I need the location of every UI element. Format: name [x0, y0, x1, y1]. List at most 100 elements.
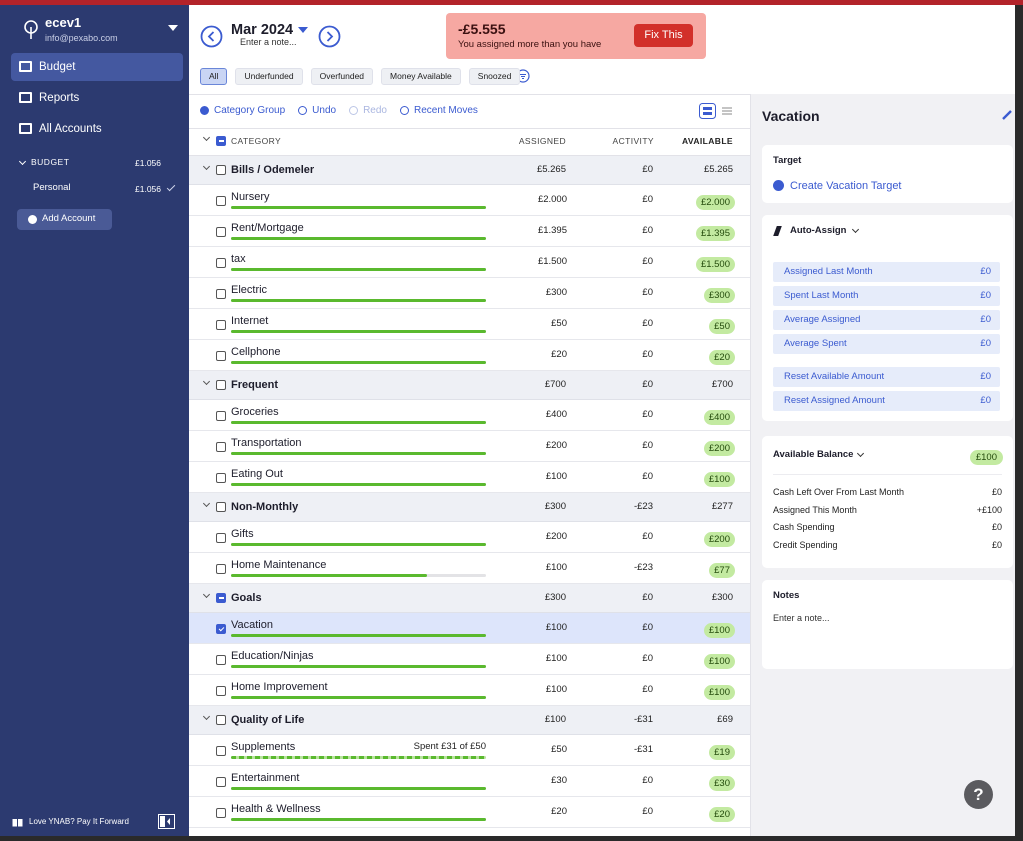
checkbox[interactable]: [216, 502, 226, 512]
available-amount[interactable]: £200: [703, 441, 735, 456]
available-amount[interactable]: £100: [703, 472, 735, 487]
available-amount[interactable]: £100: [703, 623, 735, 638]
available-pill[interactable]: £77: [535, 560, 735, 578]
group-row[interactable]: [189, 706, 750, 735]
month-label[interactable]: Mar 2024: [231, 22, 294, 38]
nav-item[interactable]: All Accounts: [39, 123, 102, 135]
option-label[interactable]: Assigned Last Month: [784, 266, 873, 277]
category-row[interactable]: [189, 462, 750, 493]
category-row[interactable]: [189, 216, 750, 247]
nav-item[interactable]: Reports: [39, 92, 80, 104]
option-label[interactable]: Spent Last Month: [784, 290, 859, 301]
checkbox[interactable]: [216, 196, 226, 206]
category-row[interactable]: [189, 340, 750, 371]
checkbox[interactable]: [216, 777, 226, 787]
available-amount[interactable]: £1.395: [695, 226, 735, 241]
available-pill[interactable]: £100: [535, 620, 735, 638]
category-row[interactable]: [189, 644, 750, 675]
available-amount[interactable]: £200: [703, 532, 735, 547]
toolbar-label[interactable]: Recent Moves: [413, 104, 478, 116]
auto-assign-option[interactable]: [773, 262, 1000, 282]
toolbar-item[interactable]: Redo: [349, 105, 387, 116]
available-pill[interactable]: £1.500: [535, 254, 735, 272]
available-amount[interactable]: £1.500: [695, 257, 735, 272]
category-row[interactable]: [189, 797, 750, 828]
category-assigned[interactable]: £100: [545, 622, 567, 633]
category-assigned[interactable]: £300: [545, 287, 567, 298]
category-row[interactable]: [189, 400, 750, 431]
available-pill[interactable]: £200: [535, 529, 735, 547]
available-pill[interactable]: £100: [535, 651, 735, 669]
available-pill[interactable]: £19: [535, 742, 735, 760]
option-label[interactable]: Reset Available Amount: [784, 371, 885, 382]
footer-link[interactable]: Love YNAB? Pay It Forward: [29, 817, 129, 826]
checkbox[interactable]: [216, 320, 226, 330]
category-assigned[interactable]: £20: [551, 349, 567, 360]
available-pill[interactable]: £20: [535, 347, 735, 365]
available-pill[interactable]: £50: [535, 316, 735, 334]
available-amount[interactable]: £100: [703, 685, 735, 700]
checkbox[interactable]: [216, 165, 226, 175]
category-row[interactable]: [189, 766, 750, 797]
category-assigned[interactable]: £400: [545, 409, 567, 420]
checkbox[interactable]: [216, 624, 226, 634]
checkbox[interactable]: [216, 564, 226, 574]
group-row[interactable]: [189, 156, 750, 185]
category-assigned[interactable]: £100: [545, 653, 567, 664]
filter-pill[interactable]: Money Available: [381, 68, 461, 85]
category-assigned[interactable]: £1.395: [537, 225, 567, 236]
category-row[interactable]: [189, 675, 750, 706]
checkbox[interactable]: [216, 686, 226, 696]
toolbar-label[interactable]: Undo: [312, 104, 337, 116]
checkbox[interactable]: [216, 808, 226, 818]
view-toggle-icon[interactable]: [699, 103, 735, 119]
available-amount[interactable]: £20: [709, 350, 735, 365]
category-assigned[interactable]: £100: [545, 471, 567, 482]
available-pill[interactable]: £1.395: [535, 223, 735, 241]
auto-assign-label[interactable]: Auto-Assign: [790, 225, 847, 236]
available-pill[interactable]: £400: [535, 407, 735, 425]
checkbox[interactable]: [216, 473, 226, 483]
collapse-sidebar-icon[interactable]: [158, 814, 175, 829]
category-assigned[interactable]: £20: [551, 806, 567, 817]
available-amount[interactable]: £19: [709, 745, 735, 760]
category-assigned[interactable]: £100: [545, 562, 567, 573]
auto-assign-option[interactable]: [773, 391, 1000, 411]
category-row[interactable]: [189, 522, 750, 553]
filter-pill[interactable]: Overfunded: [310, 68, 374, 85]
checkbox[interactable]: [216, 351, 226, 361]
category-row[interactable]: [189, 735, 750, 766]
toolbar-label[interactable]: Category Group: [214, 104, 286, 116]
category-assigned[interactable]: £200: [545, 440, 567, 451]
help-button[interactable]: ?: [964, 780, 993, 809]
target-action[interactable]: Create Vacation Target: [790, 180, 902, 192]
group-row[interactable]: [189, 584, 750, 613]
category-assigned[interactable]: £30: [551, 775, 567, 786]
category-row[interactable]: [189, 185, 750, 216]
filter-pill[interactable]: All: [200, 68, 228, 85]
add-account-label[interactable]: Add Account: [42, 213, 96, 224]
available-amount[interactable]: £300: [703, 288, 735, 303]
view-toggle[interactable]: [699, 103, 735, 119]
category-assigned[interactable]: £1.500: [537, 256, 567, 267]
checkbox[interactable]: [216, 715, 226, 725]
category-row[interactable]: [189, 278, 750, 309]
checkbox[interactable]: [216, 655, 226, 665]
balance-label[interactable]: Available Balance: [773, 449, 854, 460]
available-pill[interactable]: £200: [535, 438, 735, 456]
category-assigned[interactable]: £100: [545, 684, 567, 695]
checkbox[interactable]: [216, 746, 226, 756]
available-pill[interactable]: £2.000: [535, 192, 735, 210]
nav-item[interactable]: Budget: [39, 61, 76, 73]
available-pill[interactable]: £20: [535, 804, 735, 822]
account-caret[interactable]: [168, 25, 178, 33]
checkbox[interactable]: [216, 227, 226, 237]
toolbar-item[interactable]: Category Group: [200, 105, 285, 116]
next-month[interactable]: [318, 25, 341, 48]
available-amount[interactable]: £77: [709, 563, 735, 578]
checkbox[interactable]: [216, 411, 226, 421]
available-amount[interactable]: £20: [709, 807, 735, 822]
auto-assign-option[interactable]: [773, 334, 1000, 354]
toolbar-item[interactable]: Recent Moves: [399, 104, 478, 116]
available-pill[interactable]: £300: [535, 285, 735, 303]
